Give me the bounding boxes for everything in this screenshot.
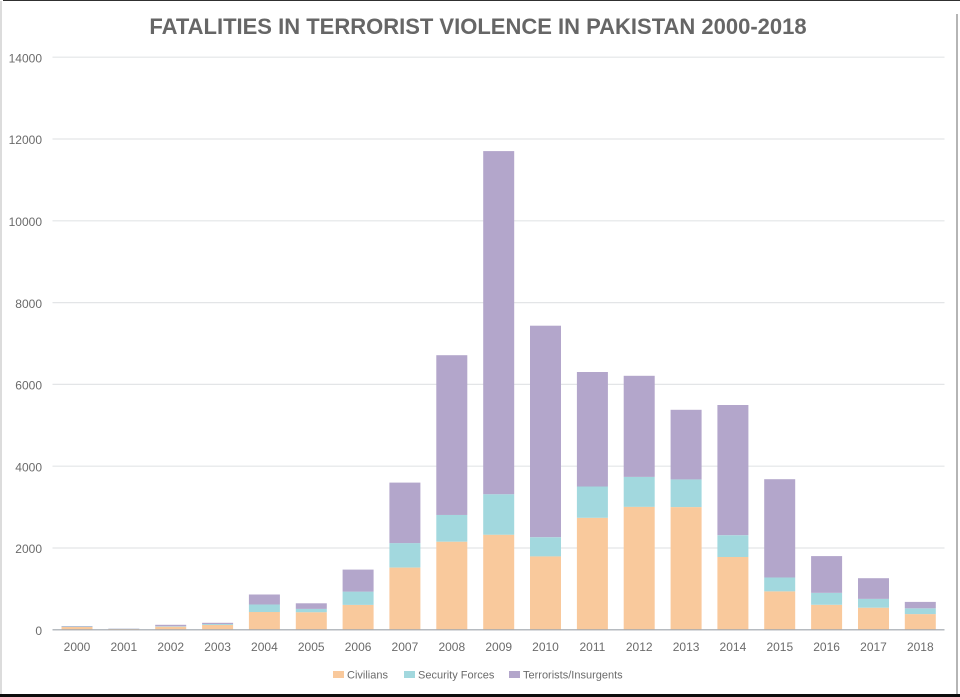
svg-text:2011: 2011	[579, 640, 605, 654]
svg-text:2012: 2012	[626, 640, 653, 654]
svg-text:Terrorists/Insurgents: Terrorists/Insurgents	[523, 670, 623, 682]
svg-text:FATALITIES IN TERRORIST VIOLEN: FATALITIES IN TERRORIST VIOLENCE IN PAKI…	[149, 14, 806, 39]
svg-text:4000: 4000	[15, 460, 42, 474]
svg-text:2000: 2000	[15, 542, 42, 556]
svg-text:8000: 8000	[15, 297, 42, 311]
svg-text:Civilians: Civilians	[347, 670, 388, 682]
svg-text:Security Forces: Security Forces	[418, 670, 495, 682]
svg-text:2004: 2004	[251, 640, 278, 654]
svg-text:2015: 2015	[766, 640, 793, 654]
svg-text:12000: 12000	[9, 133, 43, 147]
svg-text:2018: 2018	[907, 640, 934, 654]
svg-text:6000: 6000	[15, 379, 42, 393]
svg-text:2003: 2003	[204, 640, 231, 654]
svg-text:2017: 2017	[860, 640, 887, 654]
svg-text:14000: 14000	[9, 51, 43, 65]
svg-text:2016: 2016	[813, 640, 840, 654]
svg-text:2010: 2010	[532, 640, 559, 654]
svg-text:2005: 2005	[298, 640, 325, 654]
svg-text:2006: 2006	[345, 640, 372, 654]
svg-text:2008: 2008	[438, 640, 465, 654]
svg-text:0: 0	[35, 624, 42, 638]
svg-text:2009: 2009	[485, 640, 512, 654]
svg-text:2014: 2014	[720, 640, 747, 654]
svg-text:2000: 2000	[64, 640, 91, 654]
svg-text:2001: 2001	[110, 640, 137, 654]
svg-text:10000: 10000	[9, 215, 43, 229]
svg-text:2002: 2002	[157, 640, 184, 654]
svg-text:2013: 2013	[673, 640, 700, 654]
svg-text:2007: 2007	[392, 640, 419, 654]
